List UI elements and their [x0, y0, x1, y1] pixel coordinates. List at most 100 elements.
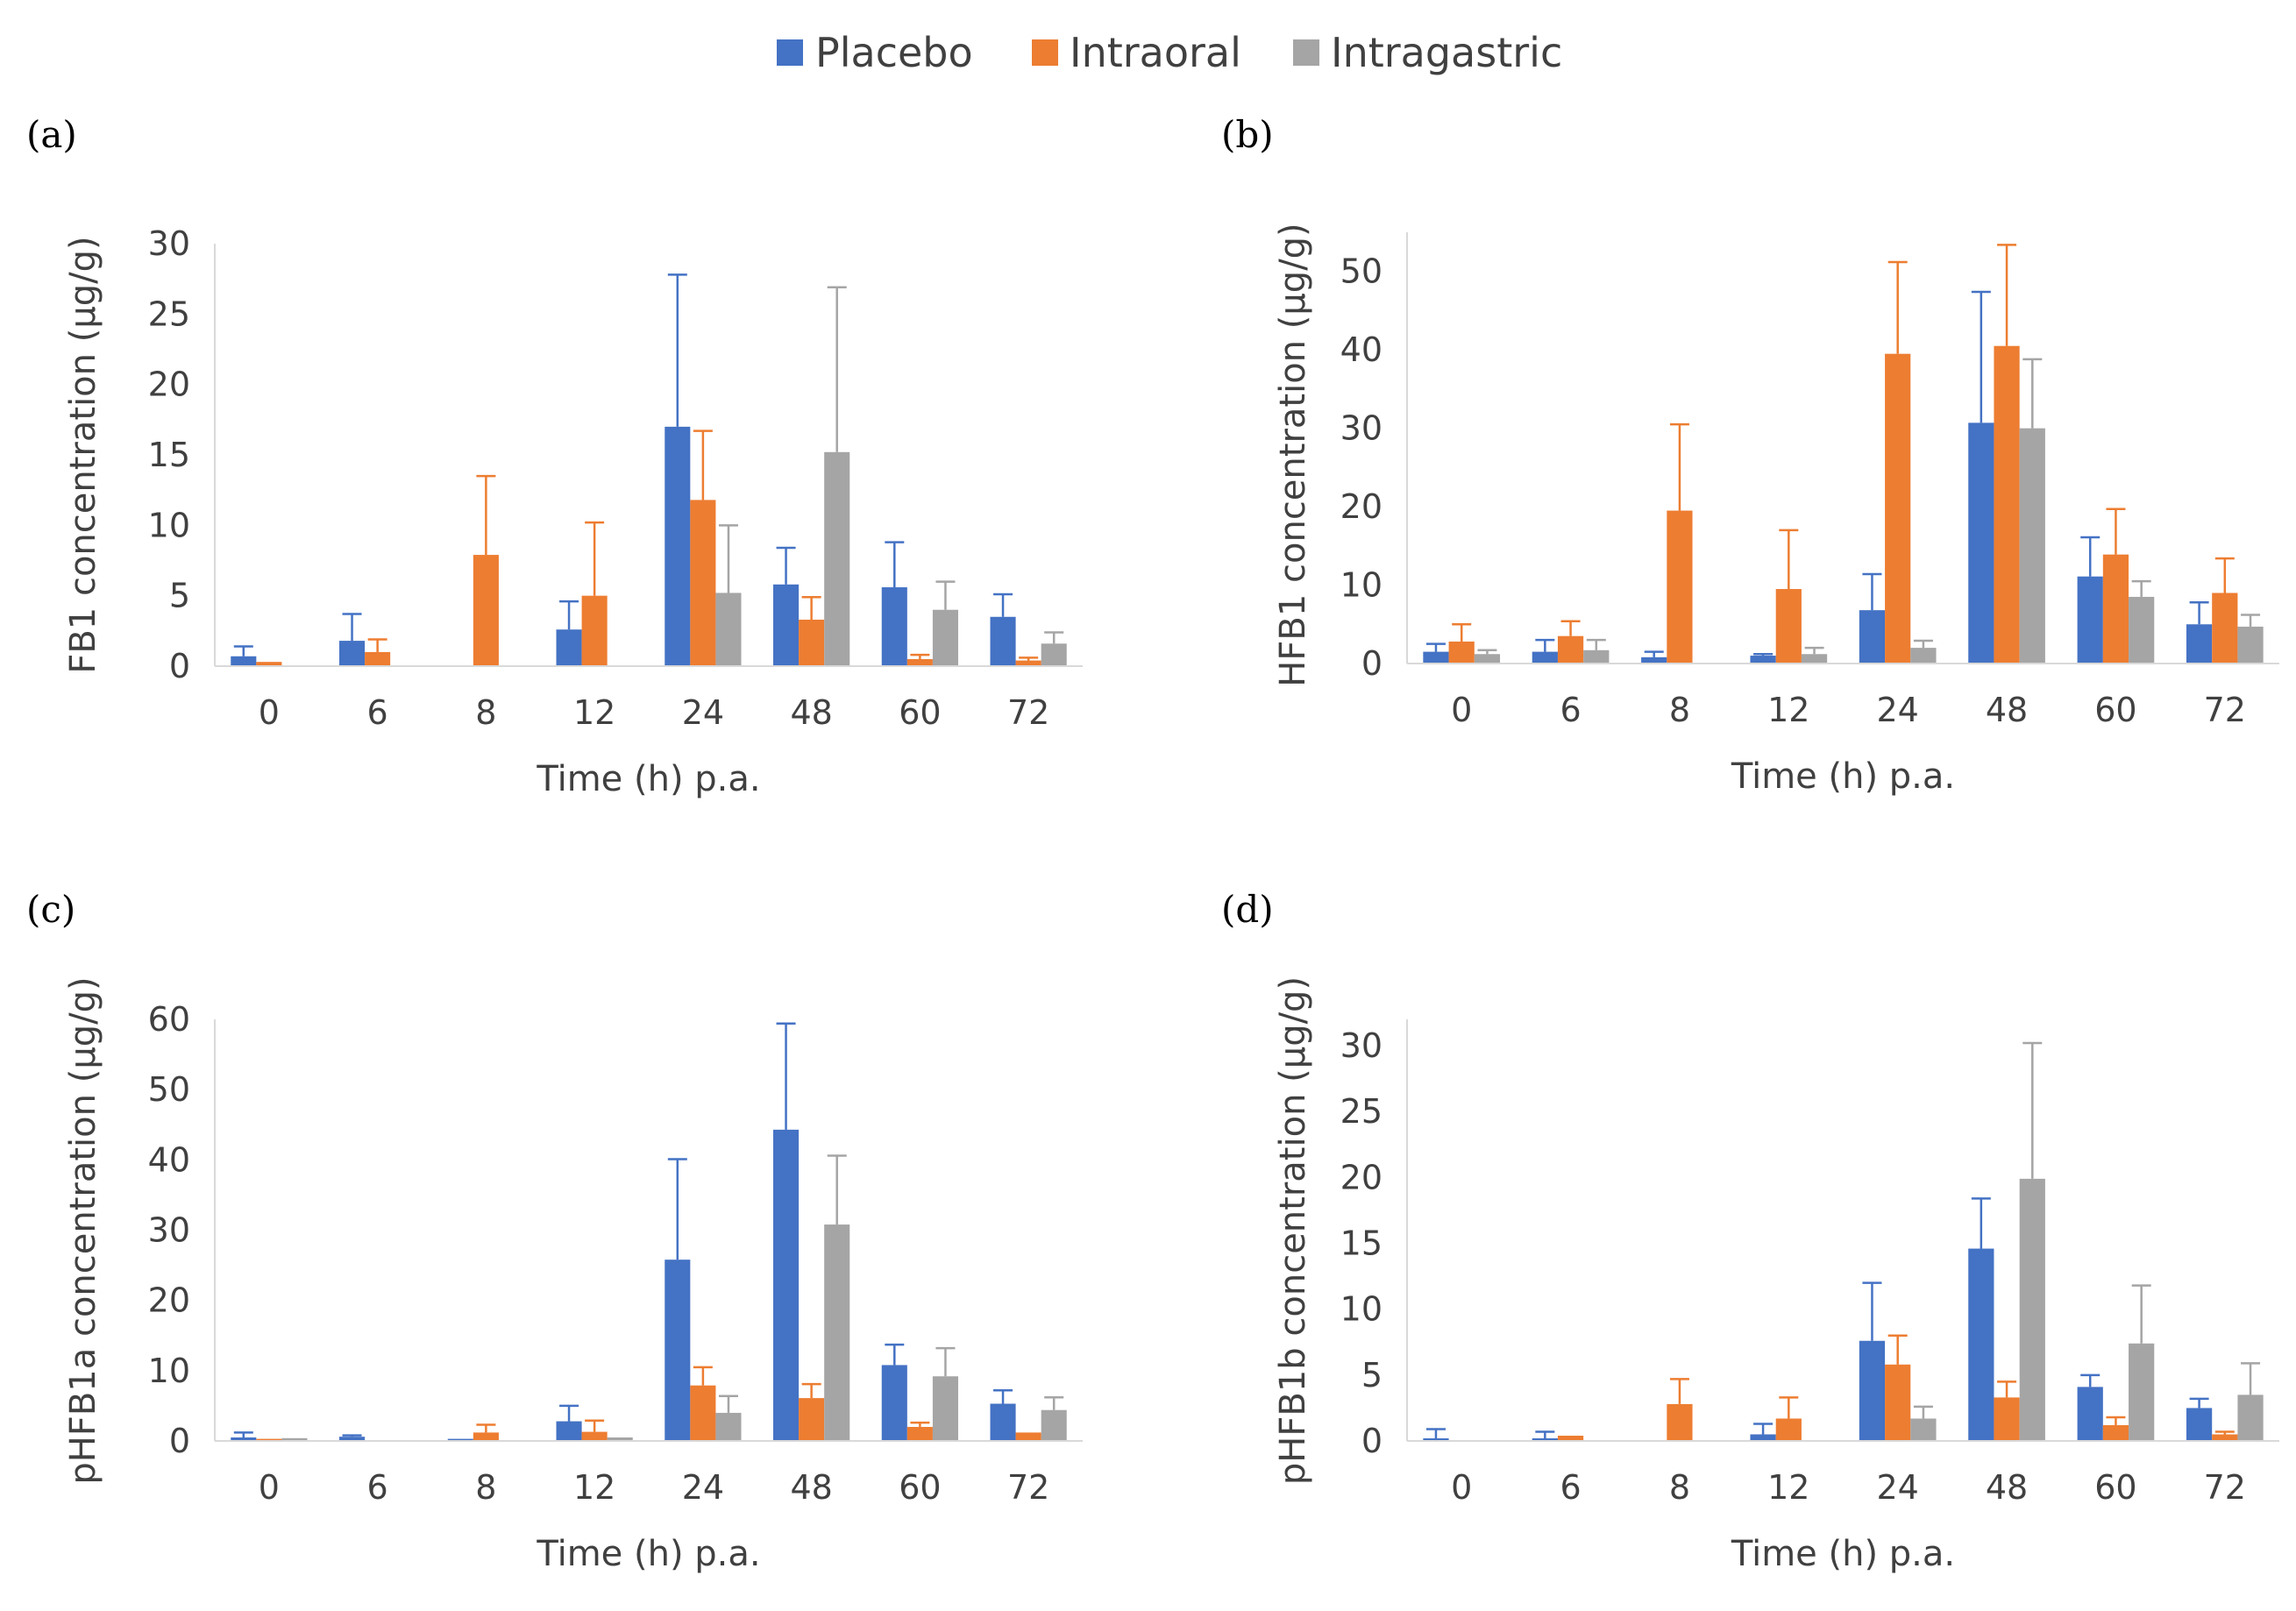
chart-panel-b: (b) 0 10 20 30 40 50 0 6 8 12 24 48 60 72 Time (h) p.a.… — [1221, 113, 2279, 797]
bar-placebo — [1423, 651, 1449, 664]
bar-intraoral — [1667, 510, 1693, 664]
bar-intragastric — [1474, 654, 1501, 664]
y-tick-label: 25 — [1340, 1092, 1383, 1131]
bar-placebo — [2186, 624, 2213, 664]
y-tick-label: 20 — [148, 365, 190, 404]
x-tick-label: 24 — [682, 1468, 724, 1507]
bar-intragastric — [281, 1437, 308, 1441]
bar-intraoral — [1885, 353, 1911, 664]
bar-intraoral — [473, 1432, 499, 1441]
bar-placebo — [881, 587, 907, 666]
bar-placebo — [556, 1421, 582, 1441]
y-tick-label: 40 — [148, 1140, 190, 1179]
bar-intragastric — [2237, 626, 2264, 664]
panel-label: (d) — [1221, 888, 1274, 931]
bar-placebo — [447, 1438, 473, 1441]
x-tick-label: 48 — [790, 693, 832, 732]
bar-placebo — [1968, 1248, 1994, 1441]
bar-placebo — [665, 1260, 691, 1441]
y-tick-label: 50 — [1340, 252, 1383, 291]
bar-placebo — [2186, 1408, 2213, 1441]
bar-placebo — [556, 629, 582, 666]
legend-swatch-intraoral — [1032, 39, 1058, 66]
bar-intraoral — [690, 500, 716, 666]
x-axis-title: Time (h) p.a. — [536, 1534, 760, 1574]
bar-intraoral — [1994, 1397, 2020, 1441]
bar-placebo — [881, 1365, 907, 1441]
y-axis-title: FB1 concentration (µg/g) — [63, 236, 103, 673]
x-tick-label: 8 — [475, 1468, 496, 1507]
bar-intragastric — [1583, 649, 1610, 664]
bar-intraoral — [1667, 1403, 1693, 1441]
bar-placebo — [339, 641, 366, 666]
y-tick-label: 30 — [1340, 409, 1383, 448]
x-tick-label: 6 — [1560, 1468, 1581, 1507]
y-tick-label: 10 — [1340, 566, 1383, 605]
y-tick-label: 30 — [148, 224, 190, 263]
bar-placebo — [1532, 651, 1558, 664]
bar-intraoral — [365, 651, 391, 666]
y-tick-label: 10 — [1340, 1290, 1383, 1329]
x-axis-title: Time (h) p.a. — [1731, 1534, 1955, 1574]
bar-intragastric — [824, 451, 850, 666]
y-axis-title: HFB1 concentration (µg/g) — [1273, 223, 1313, 686]
y-tick-label: 20 — [1340, 487, 1383, 526]
bar-placebo — [990, 616, 1016, 666]
y-tick-label: 15 — [1340, 1224, 1383, 1263]
x-tick-label: 24 — [682, 693, 724, 732]
bar-placebo — [773, 1129, 800, 1441]
bar-intraoral — [799, 1398, 825, 1441]
x-tick-label: 8 — [1669, 691, 1690, 729]
bar-placebo — [231, 1437, 257, 1441]
chart-panel-a: (a) 0 5 10 15 20 25 30 0 6 8 12 24 48 60 72 Time (h) p.a… — [26, 113, 1083, 799]
bar-placebo — [773, 584, 800, 666]
y-tick-label: 10 — [148, 1352, 190, 1390]
bar-intraoral — [906, 658, 933, 666]
bar-intraoral — [1015, 660, 1041, 666]
x-tick-label: 60 — [2094, 691, 2136, 729]
x-tick-label: 72 — [1007, 693, 1049, 732]
bar-intraoral — [1557, 1435, 1584, 1441]
bar-placebo — [1859, 1340, 1886, 1441]
y-tick-label: 50 — [148, 1070, 190, 1109]
x-tick-label: 24 — [1877, 691, 1919, 729]
y-tick-label: 60 — [148, 1000, 190, 1039]
bar-intragastric — [2019, 1178, 2045, 1441]
y-tick-label: 20 — [1340, 1158, 1383, 1196]
bar-intraoral — [581, 1431, 608, 1441]
bar-intragastric — [932, 609, 958, 666]
x-tick-label: 72 — [2204, 1468, 2246, 1507]
x-tick-label: 0 — [259, 693, 280, 732]
x-axis-title: Time (h) p.a. — [536, 759, 760, 799]
y-tick-label: 0 — [169, 1422, 190, 1460]
legend-label-placebo: Placebo — [815, 29, 973, 76]
bar-intraoral — [1557, 635, 1584, 664]
bar-intraoral — [1015, 1432, 1041, 1441]
bar-placebo — [1641, 656, 1667, 664]
bar-intragastric — [824, 1224, 850, 1441]
y-tick-label: 10 — [148, 506, 190, 544]
y-tick-label: 30 — [148, 1211, 190, 1250]
bar-placebo — [1859, 610, 1886, 664]
bar-intraoral — [1775, 1418, 1802, 1441]
bar-intraoral — [473, 555, 499, 666]
x-tick-label: 12 — [1767, 691, 1809, 729]
bar-intraoral — [906, 1426, 933, 1441]
y-tick-label: 5 — [1361, 1356, 1383, 1395]
bar-placebo — [2077, 576, 2103, 664]
bar-intragastric — [1041, 1409, 1067, 1441]
bar-placebo — [1423, 1437, 1449, 1441]
bar-intraoral — [690, 1385, 716, 1441]
x-tick-label: 12 — [1767, 1468, 1809, 1507]
x-tick-label: 0 — [1451, 691, 1472, 729]
bar-intraoral — [256, 662, 282, 666]
bar-placebo — [339, 1437, 366, 1441]
x-tick-label: 0 — [259, 1468, 280, 1507]
legend-swatch-placebo — [777, 39, 803, 66]
x-tick-label: 48 — [1986, 691, 2028, 729]
x-tick-label: 60 — [899, 1468, 941, 1507]
bar-placebo — [990, 1403, 1016, 1441]
panel-label: (b) — [1221, 113, 1274, 156]
x-tick-label: 48 — [1986, 1468, 2028, 1507]
legend-label-intragastric: Intragastric — [1331, 29, 1562, 76]
